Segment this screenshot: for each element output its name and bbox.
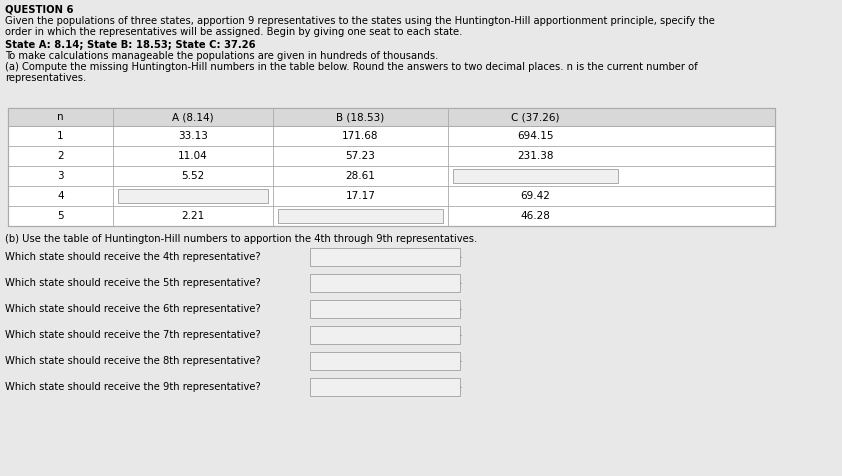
- Text: 46.28: 46.28: [520, 211, 551, 221]
- Text: Which state should receive the 4th representative?: Which state should receive the 4th repre…: [5, 252, 261, 262]
- Bar: [310, 274, 460, 292]
- Bar: [310, 248, 460, 266]
- Text: 5.52: 5.52: [181, 171, 205, 181]
- Text: Given the populations of three states, apportion 9 representatives to the states: Given the populations of three states, a…: [5, 16, 715, 26]
- Bar: [310, 326, 460, 344]
- Text: 57.23: 57.23: [345, 151, 376, 161]
- Text: representatives.: representatives.: [5, 73, 86, 83]
- Text: n: n: [57, 112, 64, 122]
- Text: 694.15: 694.15: [517, 131, 554, 141]
- Bar: [453, 169, 618, 183]
- Text: 2: 2: [57, 151, 64, 161]
- Bar: [8, 108, 775, 126]
- Text: B (18.53): B (18.53): [336, 112, 385, 122]
- Text: Which state should receive the 8th representative?: Which state should receive the 8th repre…: [5, 356, 261, 366]
- Text: 231.38: 231.38: [517, 151, 554, 161]
- Text: 5: 5: [57, 211, 64, 221]
- Bar: [8, 108, 775, 226]
- Text: Which state should receive the 7th representative?: Which state should receive the 7th repre…: [5, 330, 261, 340]
- Bar: [278, 209, 443, 223]
- Text: QUESTION 6: QUESTION 6: [5, 5, 73, 15]
- Text: Which state should receive the 5th representative?: Which state should receive the 5th repre…: [5, 278, 261, 288]
- Bar: [310, 300, 460, 318]
- Text: 11.04: 11.04: [179, 151, 208, 161]
- Text: 1: 1: [57, 131, 64, 141]
- Bar: [118, 189, 268, 203]
- Text: (b) Use the table of Huntington-Hill numbers to apportion the 4th through 9th re: (b) Use the table of Huntington-Hill num…: [5, 234, 477, 244]
- Text: Which state should receive the 9th representative?: Which state should receive the 9th repre…: [5, 382, 261, 392]
- Bar: [310, 352, 460, 370]
- Text: 2.21: 2.21: [181, 211, 205, 221]
- Text: 171.68: 171.68: [342, 131, 379, 141]
- Bar: [310, 378, 460, 396]
- Text: A (8.14): A (8.14): [172, 112, 214, 122]
- Text: 69.42: 69.42: [520, 191, 551, 201]
- Bar: [8, 108, 775, 226]
- Text: Which state should receive the 6th representative?: Which state should receive the 6th repre…: [5, 304, 261, 314]
- Text: C (37.26): C (37.26): [511, 112, 560, 122]
- Text: (a) Compute the missing Huntington-Hill numbers in the table below. Round the an: (a) Compute the missing Huntington-Hill …: [5, 62, 698, 72]
- Text: 4: 4: [57, 191, 64, 201]
- Text: order in which the representatives will be assigned. Begin by giving one seat to: order in which the representatives will …: [5, 27, 462, 37]
- Text: 33.13: 33.13: [178, 131, 208, 141]
- Text: 17.17: 17.17: [345, 191, 376, 201]
- Text: 28.61: 28.61: [345, 171, 376, 181]
- Text: 3: 3: [57, 171, 64, 181]
- Text: To make calculations manageable the populations are given in hundreds of thousan: To make calculations manageable the popu…: [5, 51, 439, 61]
- Text: State A: 8.14; State B: 18.53; State C: 37.26: State A: 8.14; State B: 18.53; State C: …: [5, 40, 256, 50]
